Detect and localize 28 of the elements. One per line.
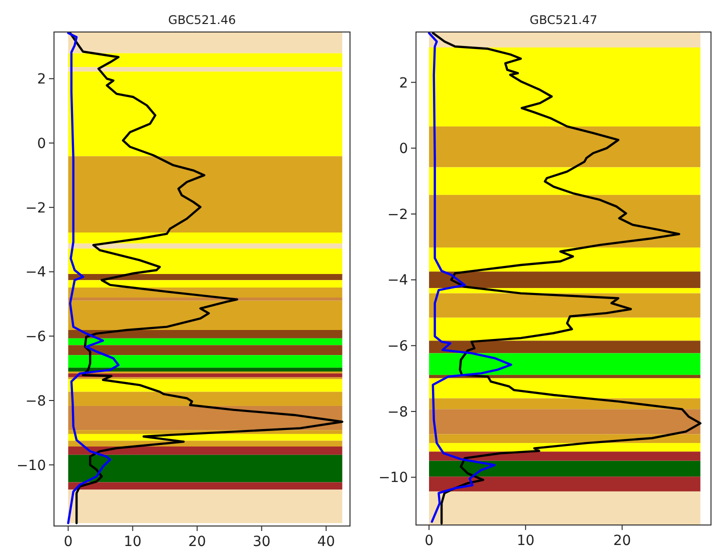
x-tick-label: 20 [613,533,632,549]
y-tick-label: 2 [37,72,46,88]
y-tick-label: −4 [387,272,408,289]
x-tick-label: 0 [64,534,73,550]
y-tick-label: −10 [378,470,408,486]
y-tick-label: −2 [25,200,46,216]
chart-title: GBC521.47 [530,13,598,27]
x-tick-label: 40 [317,534,336,550]
y-tick-label: −8 [387,404,408,420]
y-tick-label: −4 [25,264,46,281]
x-tick-label: 0 [424,533,434,549]
y-tick-label: 0 [37,136,46,152]
x-tick-label: 10 [124,534,142,550]
chart-title: GBC521.46 [168,13,236,27]
x-tick-label: 20 [188,534,206,550]
line-series [67,32,120,524]
x-tick-label: 30 [252,534,271,550]
y-tick-label: −8 [25,393,46,410]
y-tick-label: 0 [399,141,408,158]
line-series [428,32,512,523]
y-tick-label: −6 [387,338,408,355]
y-tick-label: 2 [399,75,408,92]
y-tick-label: −10 [16,458,46,474]
line-series [69,32,344,524]
line-series [432,32,702,524]
y-tick-label: −2 [387,206,408,223]
y-tick-label: −6 [25,329,46,346]
x-tick-label: 10 [516,533,535,549]
